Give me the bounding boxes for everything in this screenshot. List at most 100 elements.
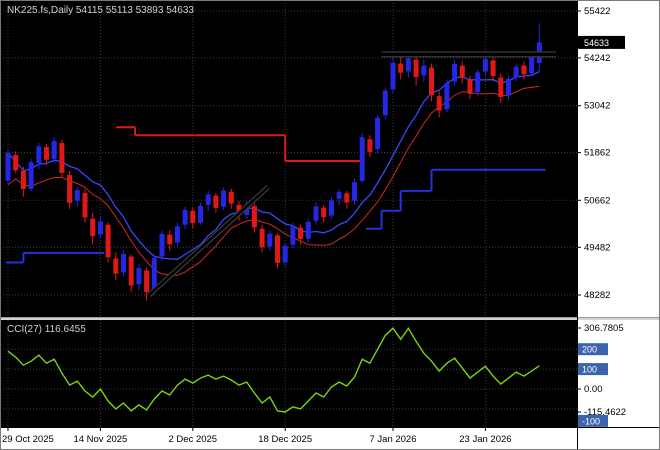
candle-body [475, 72, 481, 93]
candle-body [82, 192, 88, 218]
candle-body [459, 65, 465, 78]
candle-body [398, 63, 404, 73]
candlestick-layer [5, 23, 542, 301]
date-tick-label: 18 Dec 2025 [258, 434, 312, 445]
cci-level-badge-label: 200 [582, 345, 597, 355]
candle-body [382, 90, 388, 116]
candle-body [28, 162, 34, 189]
candle-body [174, 226, 180, 243]
cci-axis-label: -115.4622 [584, 407, 626, 418]
candle-body [521, 65, 527, 75]
candle-body [305, 221, 311, 239]
cci-indicator-layer [7, 327, 540, 413]
candle-body [105, 224, 111, 258]
candle-body [251, 206, 257, 228]
candle-body [144, 270, 150, 292]
indicator-overlay-layer [5, 71, 546, 276]
red-ma-line [7, 85, 540, 276]
candle-body [529, 56, 535, 74]
candle-body [13, 155, 19, 171]
candle-body [113, 258, 119, 274]
main-chart-area[interactable] [0, 0, 577, 317]
candle-body [313, 206, 319, 221]
candle-body [513, 66, 519, 78]
candle-body [44, 147, 49, 160]
candle-body [344, 193, 350, 203]
candle-body [67, 175, 73, 203]
candle-body [367, 139, 373, 152]
candle-body [498, 77, 504, 97]
candle-body [20, 171, 26, 189]
cci-line [7, 327, 540, 413]
candle-body [221, 190, 227, 207]
candle-body [413, 59, 419, 78]
cci-level-badge-label: 100 [582, 365, 597, 375]
candle-body [506, 78, 511, 96]
date-tick-label: 2 Dec 2025 [169, 434, 218, 445]
candle-body [151, 258, 157, 291]
candle-body [290, 226, 296, 245]
blue-ma-line [7, 71, 540, 260]
candle-body [236, 204, 242, 216]
candle-body [490, 60, 496, 76]
cci-indicator-label: CCI(27) 116.6455 [7, 324, 86, 335]
candle-body [5, 153, 11, 181]
cci-level-badge [578, 343, 608, 356]
drawing-objects-layer[interactable] [147, 51, 557, 297]
candle-body [182, 210, 188, 225]
price-tick-label: 55422 [584, 6, 610, 17]
current-price-label: 54633 [584, 38, 609, 48]
candle-body [359, 137, 365, 181]
price-tick-label: 51862 [584, 148, 610, 159]
candle-body [128, 256, 134, 286]
cci-axis-label: 306.7805 [584, 323, 624, 334]
trendline[interactable] [148, 185, 270, 297]
candle-body [36, 146, 42, 163]
chart-title: NK225.fs,Daily 54115 55113 53893 54633 [7, 5, 194, 16]
date-tick-label: 29 Oct 2025 [2, 434, 54, 445]
candle-body [467, 79, 473, 94]
candle-body [321, 207, 327, 218]
candle-body [421, 65, 427, 76]
candle-body [51, 141, 57, 159]
candle-body [213, 195, 219, 208]
candle-body [352, 182, 357, 201]
candle-body [429, 67, 434, 95]
price-tick-label: 48282 [584, 290, 610, 301]
cci-level-badge [578, 363, 608, 376]
price-tick-label: 50662 [584, 195, 610, 206]
candle-body [444, 83, 450, 110]
candle-body [336, 192, 342, 199]
candle-body [436, 96, 442, 111]
current-price-badge [578, 35, 625, 49]
candle-body [282, 245, 288, 263]
cci-level-badge-label: -100 [582, 416, 600, 426]
candle-body [59, 143, 65, 173]
candle-body [136, 268, 142, 285]
candle-body [159, 233, 165, 257]
price-tick-label: 53042 [584, 101, 610, 112]
candle-body [267, 233, 273, 247]
candle-body [482, 59, 488, 72]
candle-body [228, 191, 234, 204]
date-tick-label: 23 Jan 2026 [459, 434, 511, 445]
candle-body [390, 62, 396, 90]
candle-body [74, 190, 80, 201]
candle-body [328, 200, 334, 216]
price-tick-label: 54242 [584, 53, 610, 64]
candle-body [205, 194, 211, 205]
panel-splitter[interactable] [0, 317, 660, 320]
candle-body [375, 117, 381, 150]
candle-body [190, 210, 196, 224]
date-tick-label: 14 Nov 2025 [73, 434, 127, 445]
candle-body [298, 227, 304, 239]
candle-body [275, 235, 280, 263]
candle-body [452, 64, 458, 82]
candle-body [198, 206, 203, 223]
candle-body [121, 254, 126, 273]
candle-body [167, 234, 173, 245]
candle-body [405, 58, 411, 72]
